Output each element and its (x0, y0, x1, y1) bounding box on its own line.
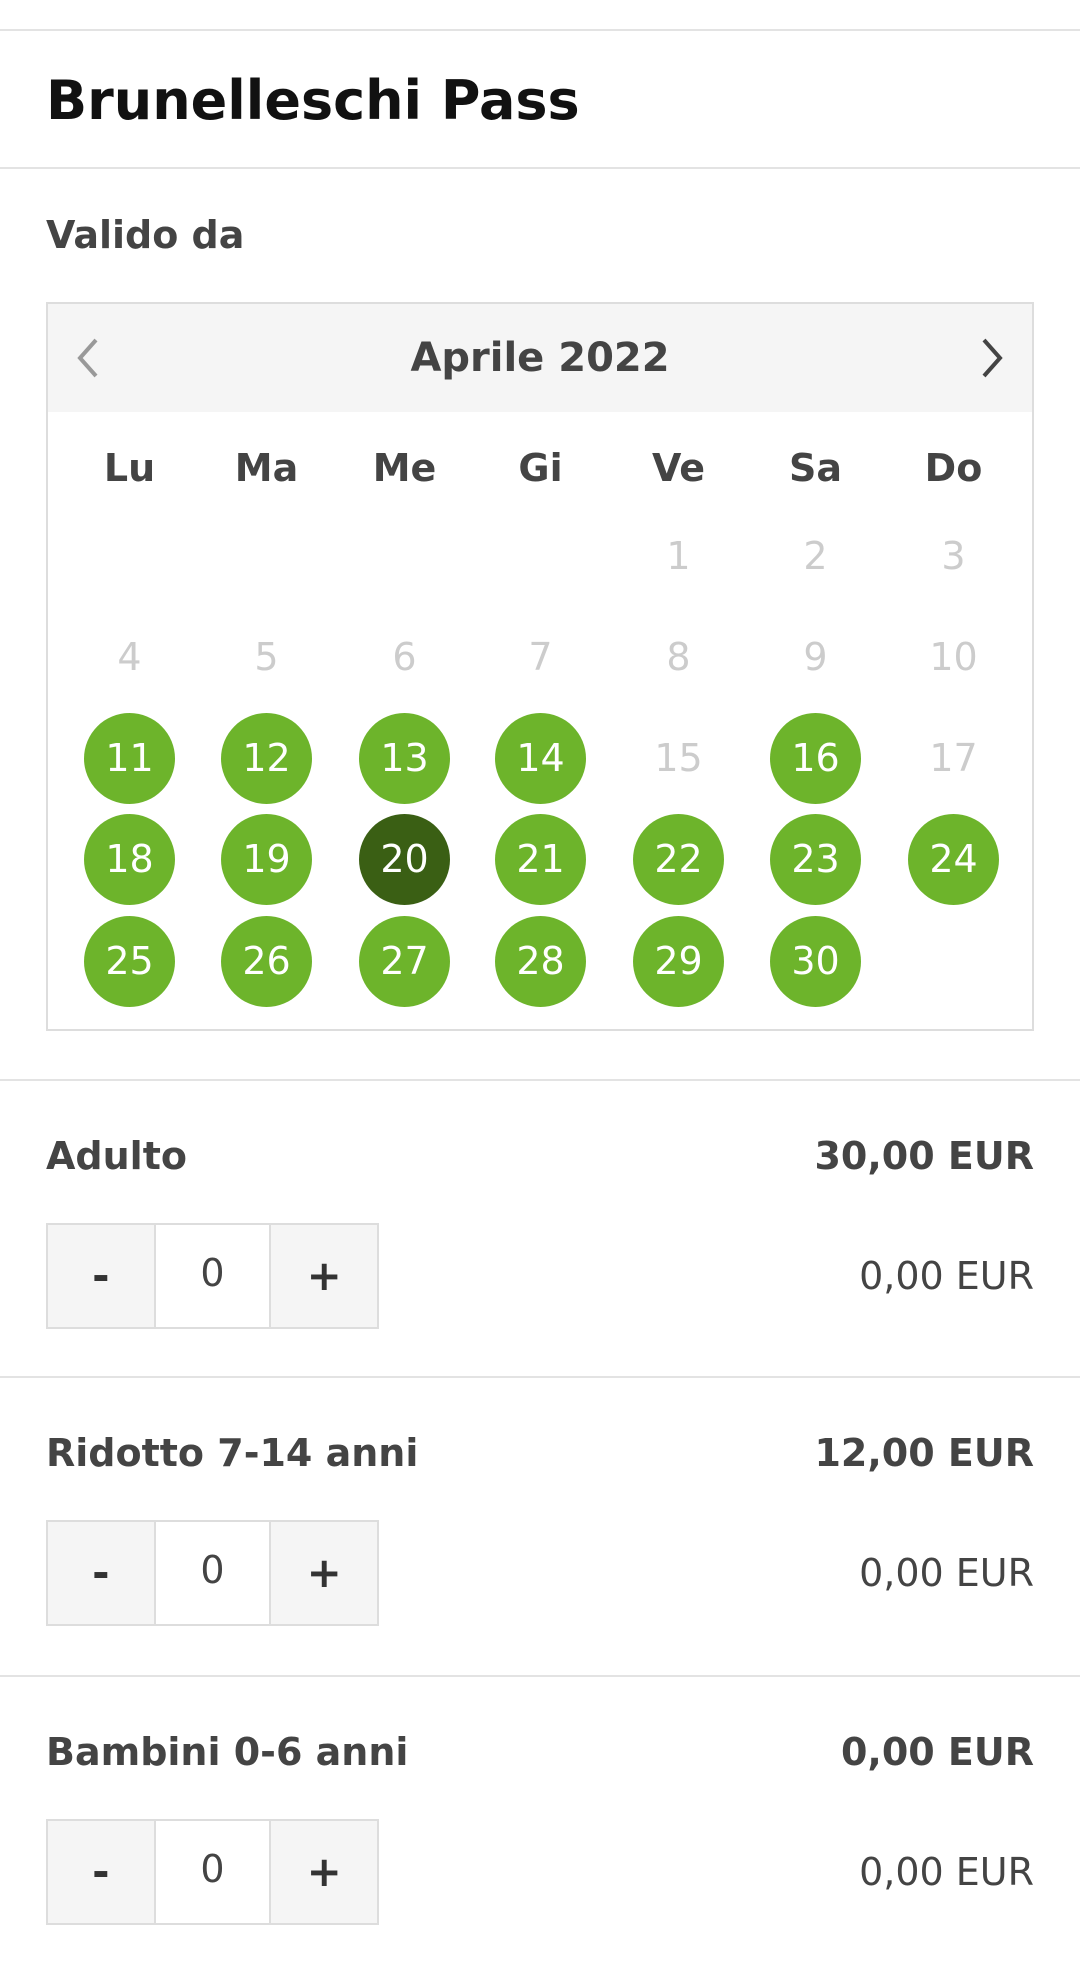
ticket-subtotal: 0,00 EUR (859, 1254, 1034, 1298)
day-14[interactable]: 14 (495, 713, 586, 804)
weekday-header: Ma (234, 446, 299, 490)
day-2: 2 (803, 534, 828, 578)
day-5: 5 (254, 635, 279, 679)
decrement-button[interactable]: - (48, 1522, 154, 1624)
ticket-subtotal: 0,00 EUR (859, 1850, 1034, 1894)
day-17: 17 (929, 736, 978, 780)
ticket-subtotal: 0,00 EUR (859, 1551, 1034, 1595)
day-27[interactable]: 27 (359, 916, 450, 1007)
divider (0, 1675, 1080, 1677)
quantity-stepper: - 0 + (46, 1819, 379, 1925)
date-picker: Aprile 2022 Lu Ma Me Gi Ve Sa Do 1 2 3 4 5 6 7 8 9 10 11 1… (46, 302, 1034, 1031)
day-12[interactable]: 12 (221, 713, 312, 804)
day-1: 1 (666, 534, 691, 578)
day-25[interactable]: 25 (84, 916, 175, 1007)
decrement-button[interactable]: - (48, 1821, 154, 1923)
calendar-header: Aprile 2022 (48, 304, 1032, 412)
day-24[interactable]: 24 (908, 814, 999, 905)
day-23[interactable]: 23 (770, 814, 861, 905)
weekday-header: Do (924, 446, 983, 490)
top-divider (0, 29, 1080, 31)
ticket-name: Bambini 0-6 anni (46, 1730, 409, 1774)
divider (0, 1079, 1080, 1081)
day-6: 6 (392, 635, 417, 679)
weekday-header: Gi (518, 446, 563, 490)
chevron-left-icon (77, 338, 98, 378)
prev-month-button[interactable] (68, 336, 112, 380)
day-18[interactable]: 18 (84, 814, 175, 905)
ticket-price: 0,00 EUR (840, 1730, 1034, 1774)
day-10: 10 (929, 635, 978, 679)
decrement-button[interactable]: - (48, 1225, 154, 1327)
increment-button[interactable]: + (271, 1522, 378, 1624)
weekday-header: Sa (788, 446, 842, 490)
quantity-stepper: - 0 + (46, 1520, 379, 1626)
increment-button[interactable]: + (271, 1225, 378, 1327)
day-30[interactable]: 30 (770, 916, 861, 1007)
day-3: 3 (941, 534, 966, 578)
chevron-right-icon (982, 338, 1003, 378)
day-8: 8 (666, 635, 691, 679)
month-label: Aprile 2022 (410, 335, 670, 381)
next-month-button[interactable] (968, 336, 1012, 380)
divider (0, 1376, 1080, 1378)
day-11[interactable]: 11 (84, 713, 175, 804)
day-29[interactable]: 29 (633, 916, 724, 1007)
quantity-stepper: - 0 + (46, 1223, 379, 1329)
day-26[interactable]: 26 (221, 916, 312, 1007)
day-13[interactable]: 13 (359, 713, 450, 804)
divider (0, 167, 1080, 169)
ticket-name: Ridotto 7-14 anni (46, 1431, 419, 1475)
day-21[interactable]: 21 (495, 814, 586, 905)
day-19[interactable]: 19 (221, 814, 312, 905)
day-28[interactable]: 28 (495, 916, 586, 1007)
quantity-input[interactable]: 0 (153, 1522, 272, 1624)
day-16[interactable]: 16 (770, 713, 861, 804)
weekday-header: Lu (103, 446, 156, 490)
increment-button[interactable]: + (271, 1821, 378, 1923)
ticket-price: 30,00 EUR (814, 1134, 1034, 1178)
page-title: Brunelleschi Pass (46, 69, 580, 132)
day-4: 4 (117, 635, 142, 679)
ticket-name: Adulto (46, 1134, 187, 1178)
weekday-header: Ve (651, 446, 706, 490)
day-15: 15 (654, 736, 703, 780)
quantity-input[interactable]: 0 (153, 1225, 272, 1327)
weekday-header: Me (372, 446, 437, 490)
day-9: 9 (803, 635, 828, 679)
day-22[interactable]: 22 (633, 814, 724, 905)
ticket-price: 12,00 EUR (814, 1431, 1034, 1475)
valid-from-label: Valido da (46, 213, 245, 257)
quantity-input[interactable]: 0 (153, 1821, 272, 1923)
day-20[interactable]: 20 (359, 814, 450, 905)
day-7: 7 (528, 635, 553, 679)
